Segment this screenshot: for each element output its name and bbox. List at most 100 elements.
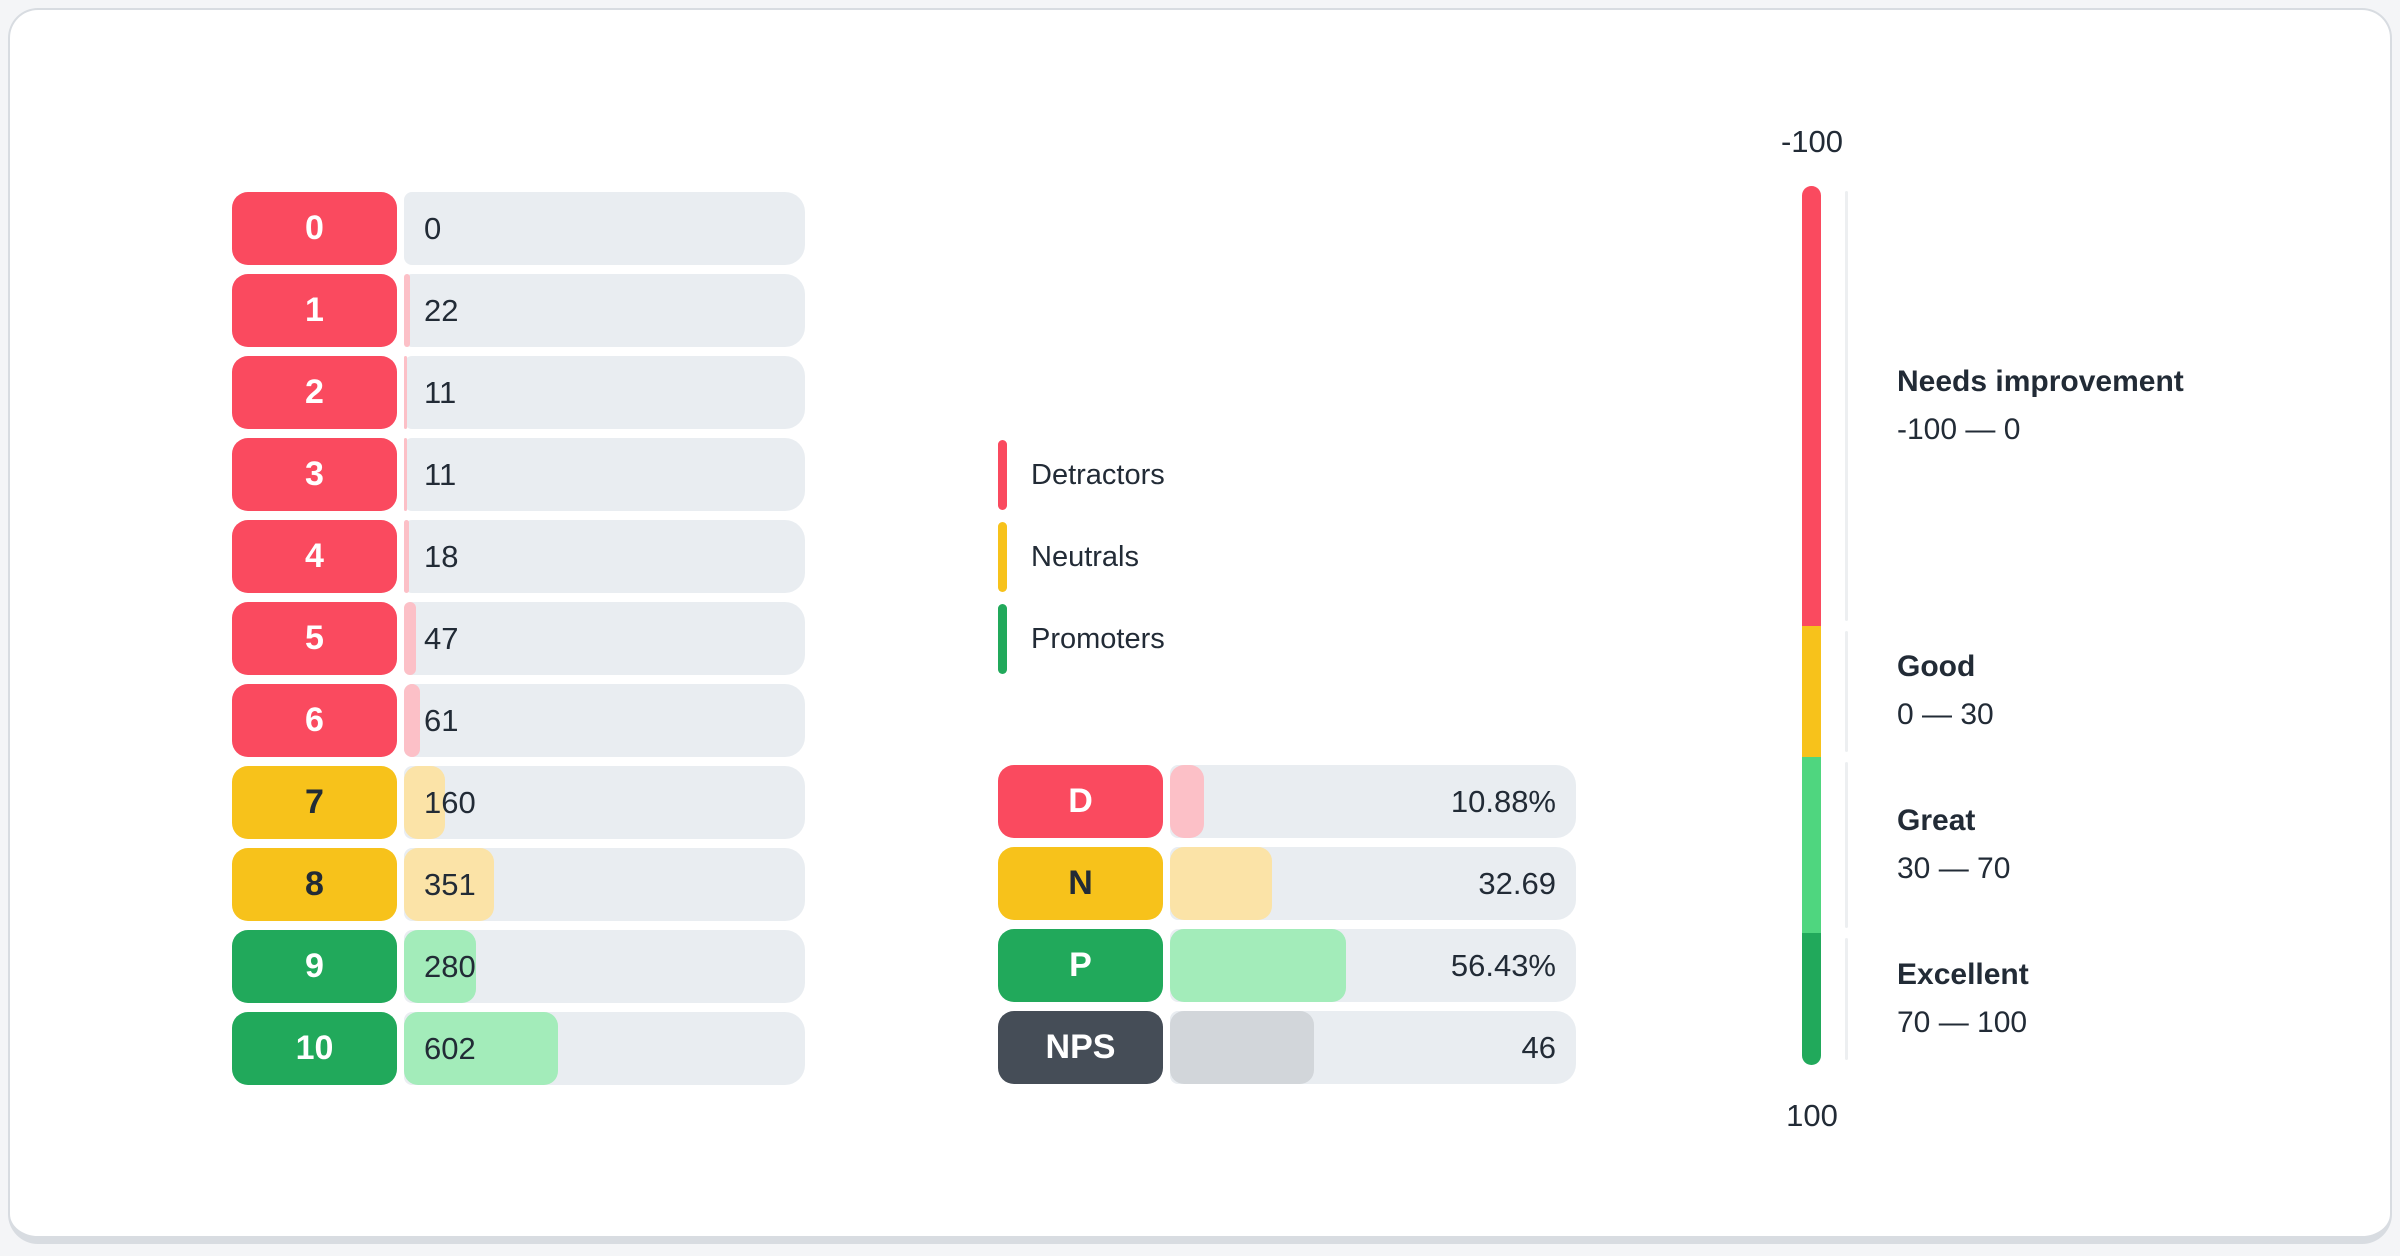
- score-track: 22: [404, 274, 805, 347]
- score-row: 3 11: [232, 438, 805, 511]
- summary-value-label: 46: [1521, 1029, 1556, 1065]
- gauge-divider-segment: [1845, 762, 1848, 929]
- summary-badge: N: [998, 847, 1163, 920]
- score-track: 18: [404, 520, 805, 593]
- score-count-label: 280: [424, 948, 476, 984]
- score-badge: 2: [232, 356, 397, 429]
- score-track: 280: [404, 930, 805, 1003]
- gauge-zone-label: Needs improvement -100 — 0: [1897, 186, 2367, 626]
- score-row: 4 18: [232, 520, 805, 593]
- nps-summary-chart: D 10.88% N 32.69 P 56.43% NPS 46: [998, 765, 1576, 1093]
- gauge-zone-range: 70 — 100: [1897, 1006, 2028, 1040]
- gauge-divider-segment: [1845, 630, 1848, 753]
- score-value-bar: [404, 1012, 559, 1085]
- summary-row: NPS 46: [998, 1011, 1576, 1084]
- gauge-zone-label: Excellent 70 — 100: [1897, 933, 2367, 1065]
- summary-row: N 32.69: [998, 847, 1576, 920]
- gauge-divider-segment: [1845, 191, 1848, 621]
- score-value-bar: [404, 766, 446, 839]
- score-badge: 0: [232, 192, 397, 265]
- summary-badge: P: [998, 929, 1163, 1002]
- score-badge: 4: [232, 520, 397, 593]
- summary-value-bar: [1170, 765, 1204, 838]
- score-badge: 7: [232, 766, 397, 839]
- score-row: 0 0: [232, 192, 805, 265]
- summary-value-bar: [1170, 929, 1347, 1002]
- gauge-zone-range: -100 — 0: [1897, 412, 2021, 446]
- score-row: 6 61: [232, 684, 805, 757]
- score-row: 1 22: [232, 274, 805, 347]
- score-count-label: 61: [424, 702, 459, 738]
- gauge-top-tick: -100: [1780, 124, 1844, 159]
- score-value-bar: [404, 520, 409, 593]
- score-row: 2 11: [232, 356, 805, 429]
- score-value-bar: [404, 848, 495, 921]
- summary-row: D 10.88%: [998, 765, 1576, 838]
- score-count-label: 602: [424, 1030, 476, 1066]
- summary-row: P 56.43%: [998, 929, 1576, 1002]
- score-track: 351: [404, 848, 805, 921]
- score-count-label: 351: [424, 866, 476, 902]
- gauge-zone-label: Good 0 — 30: [1897, 626, 2367, 758]
- score-row: 9 280: [232, 930, 805, 1003]
- score-distribution-chart: 0 0 1 22 2 11 3 11 4 18 5: [232, 192, 805, 1094]
- score-badge: 8: [232, 848, 397, 921]
- gauge-zone-range: 30 — 70: [1897, 852, 2011, 886]
- score-count-label: 18: [424, 538, 459, 574]
- legend-label: Promoters: [1031, 622, 1165, 655]
- nps-gauge: -100 100 Needs improvement -100 — 0 Good…: [1742, 120, 2382, 1150]
- gauge-zone-range: 0 — 30: [1897, 698, 1994, 732]
- legend-item: Promoters: [998, 604, 1165, 674]
- legend-label: Neutrals: [1031, 540, 1139, 573]
- summary-badge: NPS: [998, 1011, 1163, 1084]
- score-track: 160: [404, 766, 805, 839]
- score-value-bar: [404, 684, 420, 757]
- gauge-zone-title: Needs improvement: [1897, 364, 2184, 398]
- legend-swatch-icon: [998, 604, 1007, 674]
- score-row: 8 351: [232, 848, 805, 921]
- score-track: 602: [404, 1012, 805, 1085]
- gauge-segment: [1802, 625, 1821, 758]
- gauge-segment: [1802, 757, 1821, 934]
- legend-swatch-icon: [998, 440, 1007, 510]
- score-value-bar: [404, 274, 410, 347]
- gauge-bar: [1802, 186, 1821, 1065]
- summary-value-label: 10.88%: [1450, 783, 1556, 819]
- score-count-label: 0: [424, 210, 442, 246]
- gauge-divider-segment: [1845, 938, 1848, 1060]
- summary-track: 46: [1170, 1011, 1576, 1084]
- gauge-segment: [1802, 933, 1821, 1065]
- score-badge: 1: [232, 274, 397, 347]
- summary-value-bar: [1170, 847, 1273, 920]
- score-value-bar: [404, 602, 417, 675]
- score-count-label: 11: [424, 456, 457, 492]
- score-track: 11: [404, 356, 805, 429]
- score-row: 7 160: [232, 766, 805, 839]
- summary-track: 32.69: [1170, 847, 1576, 920]
- legend-label: Detractors: [1031, 458, 1165, 491]
- summary-track: 10.88%: [1170, 765, 1576, 838]
- legend-item: Detractors: [998, 440, 1165, 510]
- summary-value-bar: [1170, 1011, 1314, 1084]
- score-count-label: 11: [424, 374, 457, 410]
- legend-item: Neutrals: [998, 522, 1165, 592]
- score-track: 47: [404, 602, 805, 675]
- summary-value-label: 32.69: [1478, 865, 1556, 901]
- score-badge: 5: [232, 602, 397, 675]
- score-badge: 3: [232, 438, 397, 511]
- score-row: 5 47: [232, 602, 805, 675]
- score-badge: 9: [232, 930, 397, 1003]
- score-row: 10 602: [232, 1012, 805, 1085]
- score-track: 0: [404, 192, 805, 265]
- score-track: 11: [404, 438, 805, 511]
- legend-swatch-icon: [998, 522, 1007, 592]
- score-badge: 6: [232, 684, 397, 757]
- summary-value-label: 56.43%: [1450, 947, 1556, 983]
- gauge-zone-title: Excellent: [1897, 958, 2029, 992]
- gauge-segment: [1802, 186, 1821, 626]
- gauge-zone-label: Great 30 — 70: [1897, 757, 2367, 933]
- gauge-bottom-tick: 100: [1786, 1098, 1838, 1133]
- score-count-label: 47: [424, 620, 459, 656]
- summary-badge: D: [998, 765, 1163, 838]
- gauge-zone-title: Great: [1897, 804, 1976, 838]
